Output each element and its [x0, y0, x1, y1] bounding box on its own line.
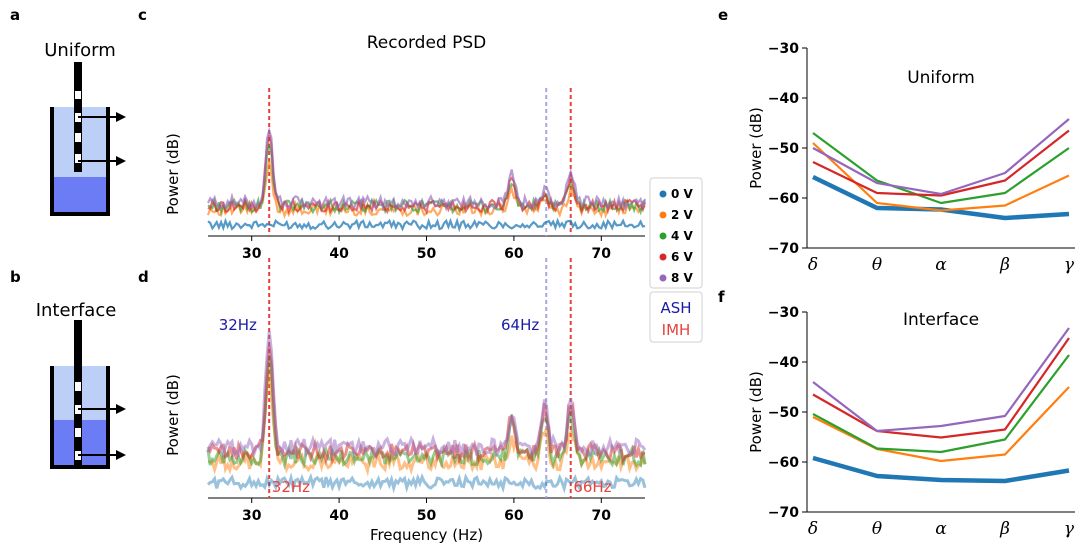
panel-letter-a: a	[10, 6, 20, 24]
schematic-interface-label: Interface	[36, 300, 117, 321]
legend-label: 8 V	[671, 271, 694, 285]
y-tick-label: −50	[768, 141, 799, 157]
chart-d-psd-interface: 30 40 50 60 70 Power (dB) Frequency (Hz) 32Hz 64…	[164, 258, 647, 544]
y-tick-label: −30	[768, 41, 799, 57]
series-line-2V	[812, 142, 1070, 212]
legend-box-stimulation	[649, 291, 703, 343]
schematic-interface: Interface	[36, 300, 126, 469]
chart-title: Uniform	[907, 68, 975, 88]
legend-ash-label: ASH	[660, 299, 691, 317]
series-line-2V	[812, 386, 1070, 463]
x-axis-label: Frequency (Hz)	[370, 526, 483, 544]
series-line-0V	[207, 217, 646, 233]
x-category-label: θ	[872, 519, 882, 539]
series-line-6V	[812, 129, 1070, 197]
x-category-label: δ	[808, 255, 818, 275]
x-tick-label: 60	[504, 246, 524, 262]
series-line-8V	[206, 331, 647, 460]
panel-letter-f: f	[718, 288, 725, 306]
y-axis-label: Power (dB)	[164, 374, 182, 456]
series-line-8V	[207, 126, 647, 213]
panel-letter-c: c	[138, 6, 147, 24]
series-line-4V	[812, 132, 1070, 205]
y-tick-label: −50	[768, 405, 799, 421]
series-line-0V	[206, 472, 647, 494]
chart-title: Interface	[903, 310, 979, 330]
legend-label: 6 V	[671, 250, 694, 264]
panel-letter-b: b	[10, 268, 21, 286]
series-line-6V	[812, 337, 1070, 439]
y-axis-label: Power (dB)	[164, 133, 182, 215]
series-line-8V	[812, 327, 1070, 433]
x-tick-label: 60	[504, 508, 524, 524]
y-tick-label: −70	[768, 241, 799, 257]
chart-c-psd-uniform: 30 40 50 60 70 Power (dB) Recorded PSD	[164, 33, 647, 262]
y-axis-label: Power (dB)	[747, 107, 765, 189]
legend-marker	[659, 253, 667, 261]
x-category-label: α	[935, 519, 947, 539]
legend-label: 2 V	[671, 208, 694, 222]
tank-wall	[50, 366, 110, 469]
y-tick-label: −40	[768, 355, 799, 371]
x-tick-label: 70	[592, 508, 612, 524]
x-tick-label: 30	[242, 508, 262, 524]
legend-label: 4 V	[671, 229, 694, 243]
legend-label: 0 V	[671, 187, 694, 201]
x-category-label: γ	[1064, 255, 1075, 275]
electrode-probe	[74, 320, 82, 466]
x-tick-label: 40	[329, 246, 349, 262]
series-line-0V	[812, 174, 1070, 221]
x-tick-label: 40	[329, 508, 349, 524]
x-tick-label: 70	[592, 246, 612, 262]
frequency-annotation: 64Hz	[501, 316, 539, 334]
arrow-icon	[116, 450, 126, 460]
y-tick-label: −60	[768, 455, 799, 471]
legend: 0 V 2 V 4 V 6 V 8 V ASH IMH	[649, 177, 703, 343]
x-category-label: δ	[808, 519, 818, 539]
series-line-4V	[812, 354, 1070, 454]
y-tick-label: −30	[768, 305, 799, 321]
chart-e-band-uniform: −70 −60 −50 −40 −30 δ θ α β γ Power (dB) Uniform	[747, 41, 1075, 275]
series-line-8V	[812, 118, 1070, 196]
series-line-0V	[812, 455, 1070, 484]
frequency-annotation: 32Hz	[272, 478, 310, 496]
panel-letter-e: e	[718, 6, 728, 24]
arrow-icon	[116, 112, 126, 122]
y-tick-label: −40	[768, 91, 799, 107]
schematic-uniform-label: Uniform	[44, 40, 116, 61]
x-category-label: β	[999, 519, 1010, 539]
x-category-label: β	[999, 255, 1010, 275]
x-category-label: θ	[872, 255, 882, 275]
legend-imh-label: IMH	[662, 321, 691, 339]
arrow-icon	[116, 156, 126, 166]
y-tick-label: −60	[768, 191, 799, 207]
legend-marker	[659, 274, 667, 282]
y-tick-label: −70	[768, 505, 799, 521]
legend-marker	[659, 211, 667, 219]
x-tick-label: 50	[417, 508, 437, 524]
arrow-icon	[116, 404, 126, 414]
chart-f-band-interface: −70 −60 −50 −40 −30 δ θ α β γ Power (dB) Interface	[747, 305, 1075, 539]
legend-marker	[659, 190, 667, 198]
schematic-uniform: Uniform	[44, 40, 126, 216]
y-axis-label: Power (dB)	[747, 371, 765, 453]
x-tick-label: 30	[242, 246, 262, 262]
x-tick-label: 50	[417, 246, 437, 262]
x-category-label: γ	[1064, 519, 1075, 539]
frequency-annotation: 32Hz	[219, 316, 257, 334]
legend-marker	[659, 232, 667, 240]
panel-letter-d: d	[138, 268, 149, 286]
frequency-annotation: 66Hz	[573, 478, 611, 496]
tank-fill-dark	[54, 177, 106, 213]
chart-title: Recorded PSD	[367, 33, 487, 53]
x-category-label: α	[935, 255, 947, 275]
